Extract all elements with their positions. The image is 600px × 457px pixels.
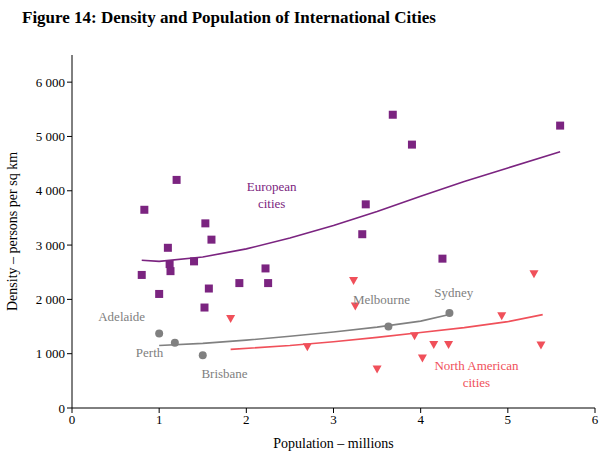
svg-text:3 000: 3 000	[36, 238, 65, 253]
html-text:Figure 14: Density and Populat: Figure 14: Density and Population of Int…	[22, 8, 436, 27]
svg-text:Perth: Perth	[136, 345, 164, 360]
svg-text:Melbourne: Melbourne	[353, 292, 410, 307]
svg-text:2 000: 2 000	[36, 292, 65, 307]
svg-text:Population – millions: Population – millions	[273, 436, 394, 451]
svg-text:Adelaide: Adelaide	[98, 309, 145, 324]
svg-text:Europeancities: Europeancities	[247, 179, 297, 211]
svg-text:6: 6	[592, 412, 593, 427]
svg-text:Sydney: Sydney	[434, 285, 474, 300]
svg-text:1 000: 1 000	[36, 346, 65, 361]
svg-text:0: 0	[69, 412, 76, 427]
svg-text:1: 1	[156, 412, 163, 427]
svg-text:6 000: 6 000	[36, 75, 65, 90]
svg-text:Density – persons per sq km: Density – persons per sq km	[8, 152, 20, 311]
svg-text:5 000: 5 000	[36, 129, 65, 144]
svg-text:3: 3	[330, 412, 337, 427]
svg-text:4 000: 4 000	[36, 183, 65, 198]
svg-text:2: 2	[243, 412, 250, 427]
svg-text:0: 0	[59, 401, 66, 416]
svg-text:Brisbane: Brisbane	[201, 366, 247, 381]
svg-text:4: 4	[417, 412, 424, 427]
svg-text:North Americancities: North Americancities	[434, 358, 519, 390]
svg-text:5: 5	[505, 412, 512, 427]
